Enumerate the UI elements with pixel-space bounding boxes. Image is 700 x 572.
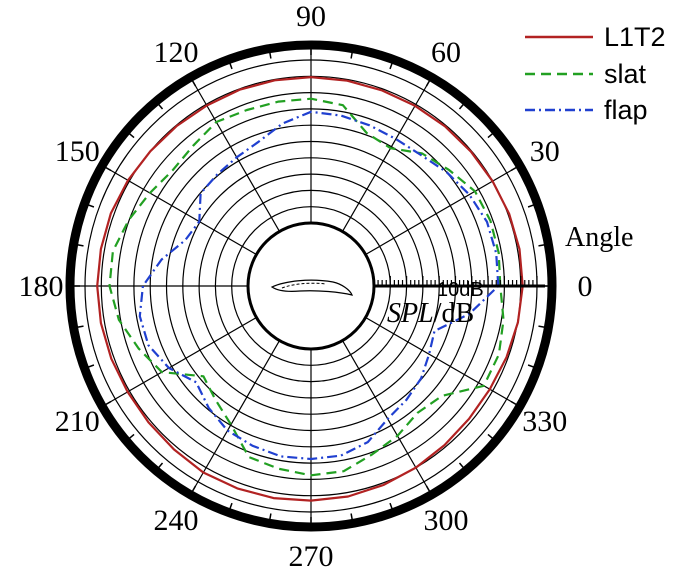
frame-tick — [538, 325, 549, 329]
angle-tick-label: 30 — [530, 135, 560, 168]
frame-tick — [458, 462, 467, 472]
series-line-flap — [138, 110, 500, 461]
series-line-slat — [108, 97, 505, 477]
grid-spoke — [191, 80, 281, 232]
grid-spoke — [191, 340, 281, 492]
grid-spoke — [105, 166, 257, 256]
frame-tick — [189, 76, 197, 87]
frame-tick — [538, 243, 549, 247]
grid-spoke — [341, 80, 431, 232]
frame-tick — [425, 76, 433, 87]
radial-label-rest: /dB — [434, 298, 474, 329]
angle-tick-label: 210 — [55, 405, 100, 438]
frame-tick — [101, 164, 112, 172]
frame-tick — [268, 48, 272, 59]
angle-tick-label: 180 — [19, 270, 64, 303]
radial-axis-label: SPL/dB — [387, 298, 474, 329]
angle-tick-label: 300 — [424, 504, 469, 537]
frame-tick — [189, 485, 197, 496]
frame-tick — [155, 100, 164, 110]
frame-tick — [389, 59, 395, 70]
frame-tick — [227, 502, 233, 513]
legend: L1T2 slat flap — [525, 22, 666, 125]
grid-spoke — [365, 316, 517, 406]
frame-tick — [125, 130, 135, 139]
frame-tick — [73, 325, 84, 329]
frame-tick — [84, 364, 95, 370]
airfoil-main — [270, 279, 353, 296]
frame-tick — [510, 164, 521, 172]
db-scale-bar — [373, 276, 545, 288]
legend-label-l1t2: L1T2 — [604, 22, 666, 52]
grid-spoke — [105, 316, 257, 406]
angle-tick-labels: 0 30 60 90 120 150 180 210 240 270 300 330 — [19, 0, 593, 572]
frame-tick — [389, 502, 395, 513]
frame-tick — [101, 400, 112, 408]
axis-title: Angle — [565, 222, 633, 253]
frame-tick — [350, 513, 354, 524]
angle-tick-label: 90 — [296, 0, 326, 33]
angle-tick-label: 240 — [154, 504, 199, 537]
grid-spoke — [341, 340, 431, 492]
scale-label: 10dB — [437, 279, 484, 301]
frame-tick — [425, 485, 433, 496]
series-lines — [96, 75, 524, 502]
frame-tick — [84, 202, 95, 208]
angle-tick-label: 150 — [55, 135, 100, 168]
frame-tick — [527, 202, 538, 208]
angle-tick-label: 0 — [578, 270, 593, 303]
angle-tick-label: 330 — [522, 405, 567, 438]
frame-tick — [227, 59, 233, 70]
frame-tick — [458, 100, 467, 110]
frame-tick — [510, 400, 521, 408]
frame-tick — [350, 48, 354, 59]
legend-label-slat: slat — [604, 59, 647, 89]
frame-tick — [155, 462, 164, 472]
angle-tick-label: 120 — [154, 36, 199, 69]
angle-tick-label: 270 — [289, 540, 334, 572]
airfoil-chord — [281, 282, 327, 289]
frame-tick — [73, 243, 84, 247]
frame-tick — [527, 364, 538, 370]
angle-tick-label: 60 — [431, 36, 461, 69]
inner-hub-circle — [246, 221, 376, 351]
frame-tick — [487, 433, 497, 442]
frame-tick — [268, 513, 272, 524]
grid-spoke — [365, 166, 517, 256]
legend-label-flap: flap — [604, 95, 648, 125]
airfoil-sketch — [270, 279, 353, 296]
frame-tick — [487, 130, 497, 139]
radial-label-italic: SPL — [387, 298, 434, 329]
series-line-l1t2 — [96, 75, 524, 502]
frame-tick — [125, 433, 135, 442]
